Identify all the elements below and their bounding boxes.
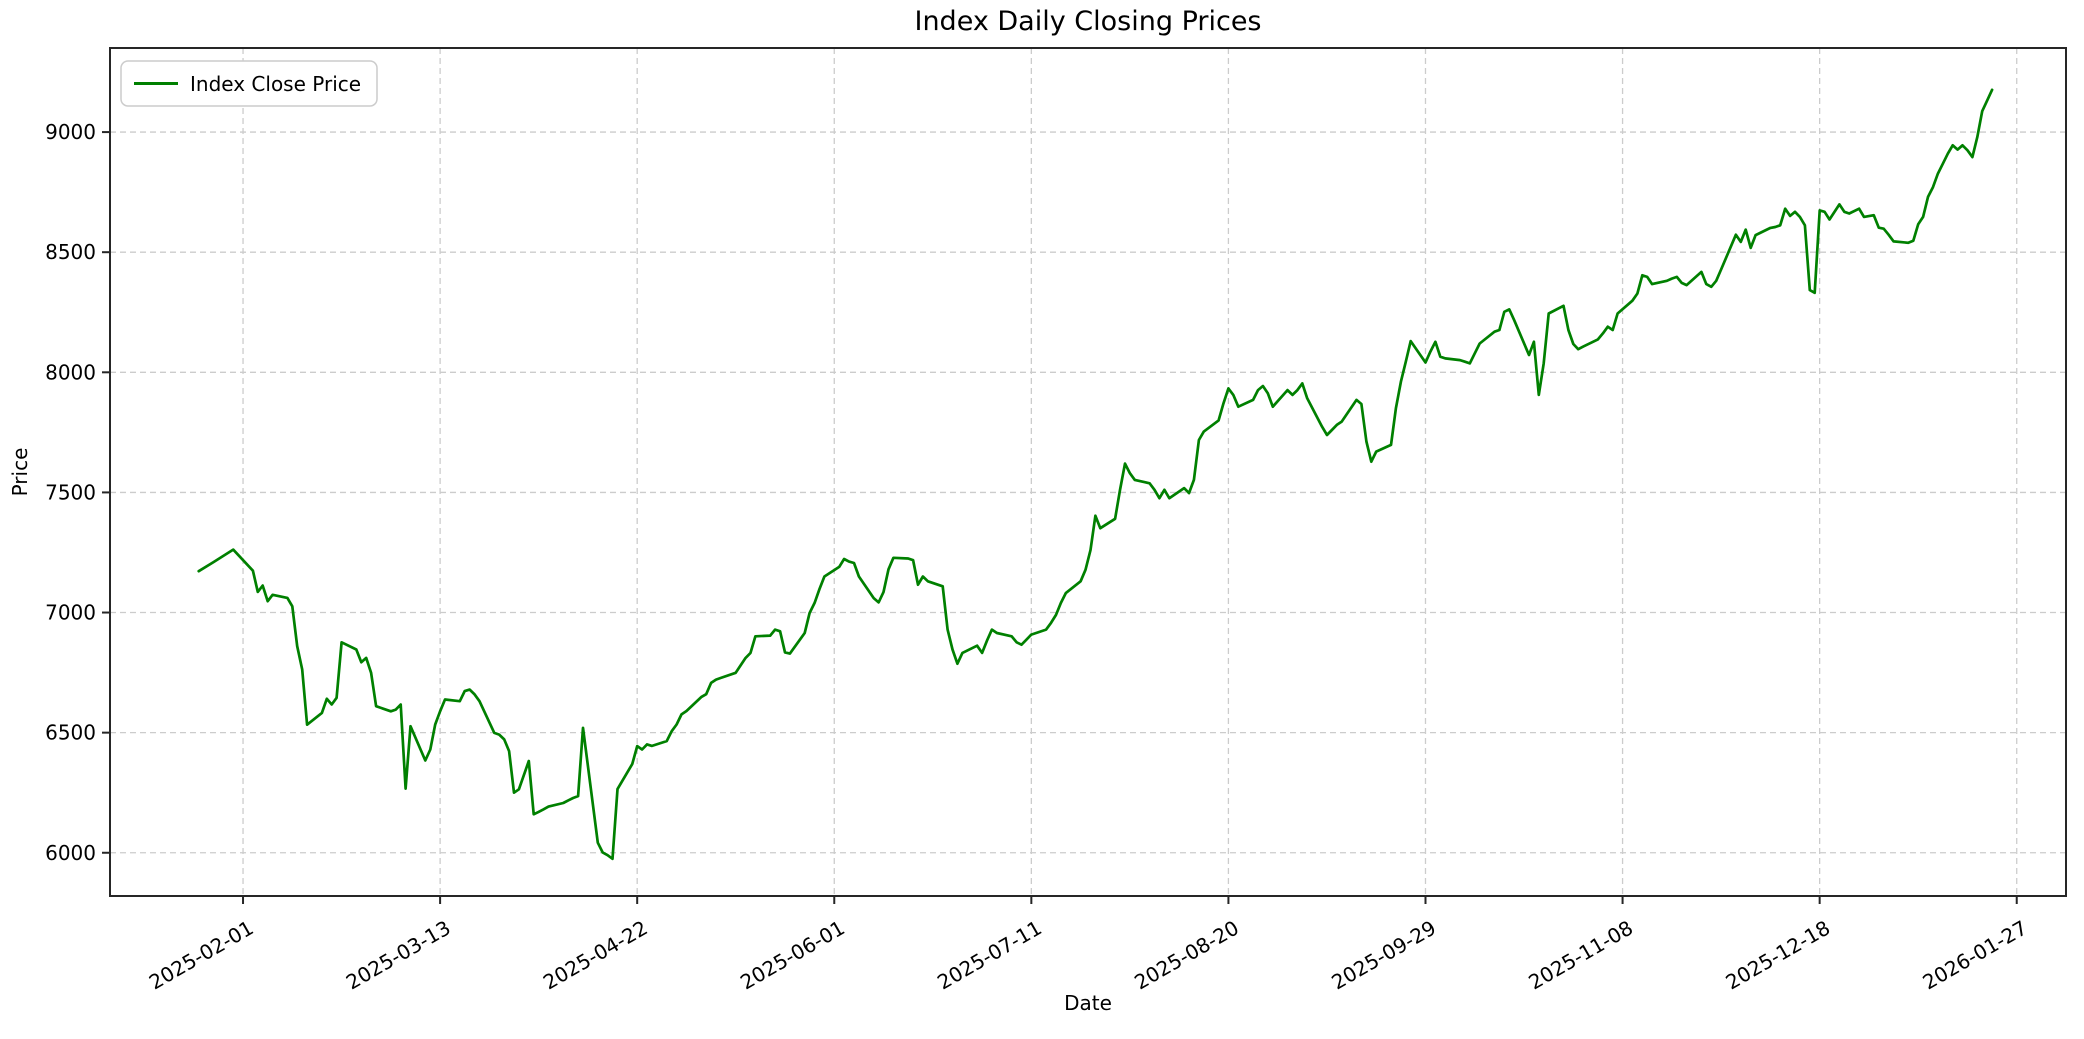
price-series: [197, 88, 1994, 861]
series-line-index-close-price: [197, 88, 1994, 861]
legend-box: [120, 60, 378, 107]
legend-label: Index Close Price: [190, 72, 361, 96]
x-tick-label: 2025-02-01: [145, 916, 258, 995]
y-axis-label: Price: [8, 448, 32, 497]
x-tick-label: 2025-03-13: [342, 916, 455, 995]
y-tick-labels: 6000 6500 7000 7500 8000 8500 9000: [45, 120, 96, 865]
y-tick-label: 7000: [45, 601, 96, 625]
grid-lines: [110, 48, 2066, 896]
chart-title: Index Daily Closing Prices: [914, 6, 1261, 37]
x-tick-label: 2026-01-27: [1919, 916, 2032, 995]
legend: Index Close Price: [120, 60, 378, 107]
y-tick-label: 9000: [45, 120, 96, 144]
x-tick-label: 2025-11-08: [1524, 916, 1637, 995]
x-tick-label: 2025-12-18: [1721, 916, 1834, 995]
x-tick-label: 2025-07-11: [933, 916, 1046, 995]
y-tick-label: 6500: [45, 721, 96, 745]
x-tick-labels: 2025-02-01 2025-03-13 2025-04-22 2025-06-01…: [145, 916, 2031, 995]
axis-ticks: [102, 131, 2018, 904]
y-tick-label: 8000: [45, 360, 96, 384]
x-tick-label: 2025-06-01: [736, 916, 849, 995]
x-tick-label: 2025-08-20: [1130, 916, 1243, 995]
y-tick-label: 8500: [45, 240, 96, 264]
y-tick-label: 6000: [45, 841, 96, 865]
x-tick-label: 2025-04-22: [539, 916, 652, 995]
x-axis-label: Date: [1064, 991, 1112, 1015]
x-tick-label: 2025-09-29: [1327, 916, 1440, 995]
y-tick-label: 7500: [45, 480, 96, 504]
plot-border: [109, 47, 2067, 897]
